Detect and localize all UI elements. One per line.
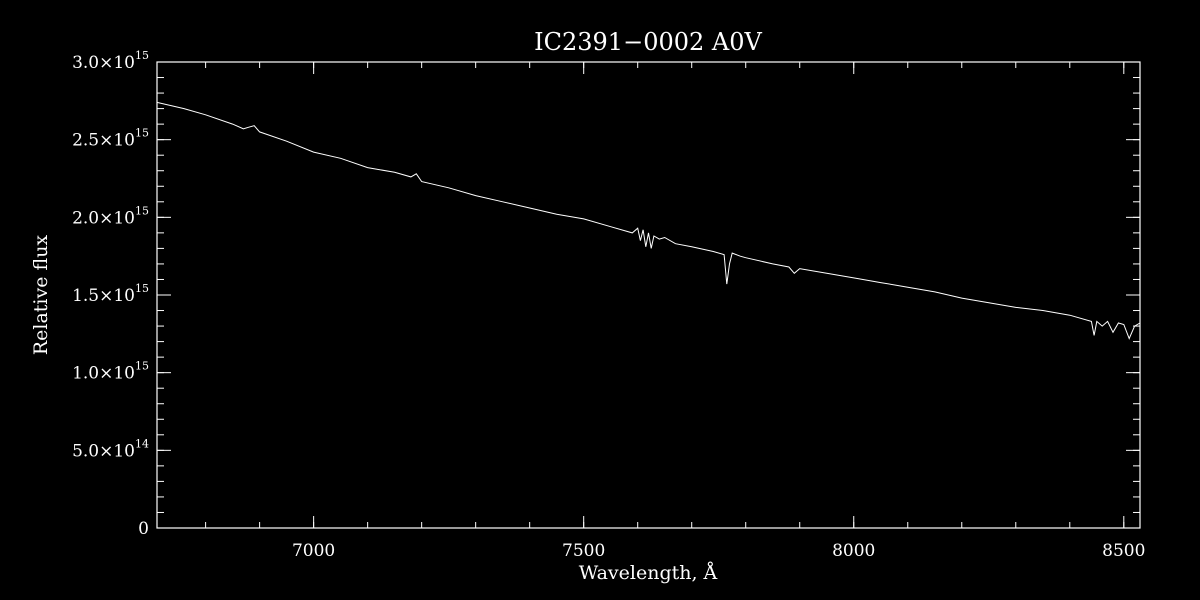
y-tick-exponent: 15: [135, 127, 149, 140]
plot-frame: [156, 61, 1141, 529]
x-axis-ticks: 7000 7500 8000 8500: [292, 62, 1145, 561]
spectrum-line: [156, 101, 1141, 340]
y-tick-exponent: 15: [135, 282, 149, 295]
y-tick-mantissa: 2.0×10: [72, 208, 135, 228]
y-tick-label: 2.0×1015: [72, 204, 149, 228]
y-tick-exponent: 15: [135, 360, 149, 373]
y-tick-exponent: 15: [135, 49, 149, 62]
y-tick-label: 1.5×1015: [72, 282, 149, 306]
y-tick-label: 3.0×1015: [72, 49, 149, 73]
x-axis-label: Wavelength, Å: [579, 562, 718, 584]
chart-title: IC2391−0002 A0V: [534, 28, 762, 56]
x-tick-label: 8500: [1102, 541, 1145, 561]
y-tick-label: 2.5×1015: [72, 127, 149, 151]
y-tick-mantissa: 1.0×10: [72, 364, 135, 384]
y-tick-exponent: 14: [135, 437, 149, 450]
y-tick-label: 0: [138, 519, 149, 539]
y-tick-mantissa: 1.5×10: [72, 286, 135, 306]
x-tick-label: 8000: [832, 541, 875, 561]
y-axis-label: Relative flux: [30, 235, 52, 356]
y-tick-mantissa: 5.0×10: [72, 441, 135, 461]
x-tick-label: 7500: [562, 541, 605, 561]
y-tick-exponent: 15: [135, 204, 149, 217]
y-tick-mantissa: 3.0×10: [72, 53, 135, 73]
y-tick-mantissa: 2.5×10: [72, 131, 135, 151]
y-axis-ticks: 05.0×10141.0×10151.5×10152.0×10152.5×101…: [72, 49, 1140, 539]
y-tick-label: 1.0×1015: [72, 360, 149, 384]
y-tick-mantissa: 0: [138, 519, 149, 539]
minor-ticks: [157, 61, 1140, 529]
y-tick-label: 5.0×1014: [72, 437, 149, 461]
x-tick-label: 7000: [292, 541, 335, 561]
